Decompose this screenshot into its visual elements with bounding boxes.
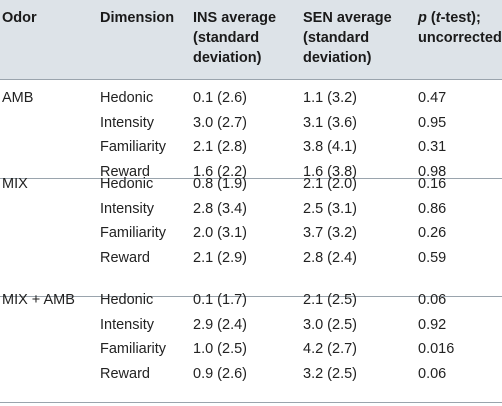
sen-average-cell: 2.1 (2.5)	[303, 292, 357, 308]
ins-average-cell: 0.9 (2.6)	[193, 365, 247, 382]
p-value-cell: 0.98	[418, 163, 447, 180]
header-p-value: p (t-test); uncorrected	[418, 10, 502, 46]
odor-label: MIX + AMB	[2, 292, 75, 308]
ins-average-cell: 1.0 (2.5)	[193, 341, 247, 357]
dimension-cell: Hedonic	[100, 292, 154, 308]
header-odor: Odor	[2, 10, 37, 26]
p-value-cell: 0.31	[418, 139, 447, 155]
sen-average-cell: 2.1 (2.0)	[303, 176, 357, 192]
ins-average-cell: 2.1 (2.8)	[193, 139, 247, 155]
dimension-cell: Reward	[100, 249, 150, 266]
sen-average-cell: 3.2 (2.5)	[303, 365, 357, 382]
sen-average-cell: 2.8 (2.4)	[303, 249, 357, 266]
ins-average-cell: 3.0 (2.7)	[193, 114, 247, 131]
sen-average-cell: 3.0 (2.5)	[303, 316, 357, 333]
ins-average-cell: 2.8 (3.4)	[193, 200, 247, 217]
p-value-cell: 0.26	[418, 225, 447, 241]
sen-average-cell: 3.8 (4.1)	[303, 139, 357, 155]
odor-label: MIX	[2, 176, 28, 192]
odor-label: AMB	[2, 90, 34, 106]
ins-average-cell: 1.6 (2.2)	[193, 163, 247, 180]
ins-average-cell: 0.8 (1.9)	[193, 176, 247, 192]
sen-average-cell: 3.7 (3.2)	[303, 225, 357, 241]
header-sen-average: SEN average (standard deviation)	[303, 10, 392, 66]
dimension-cell: Familiarity	[100, 225, 167, 241]
sen-average-cell: 2.5 (3.1)	[303, 200, 357, 217]
p-value-cell: 0.06	[418, 292, 447, 308]
sen-average-cell: 1.1 (3.2)	[303, 90, 357, 106]
header-dimension: Dimension	[100, 10, 175, 26]
dimension-cell: Reward	[100, 163, 150, 180]
sen-average-cell: 1.6 (3.8)	[303, 163, 357, 180]
dimension-cell: Hedonic	[100, 90, 154, 106]
dimension-cell: Intensity	[100, 200, 154, 217]
table-header: Odor Dimension INS average (standard dev…	[0, 0, 502, 79]
p-value-cell: 0.86	[418, 200, 447, 217]
p-value-cell: 0.06	[418, 365, 447, 382]
ins-average-cell: 0.1 (2.6)	[193, 90, 247, 106]
sen-average-cell: 4.2 (2.7)	[303, 341, 357, 357]
p-value-cell: 0.16	[418, 176, 447, 192]
header-rule	[0, 79, 502, 80]
ins-average-cell: 2.0 (3.1)	[193, 225, 247, 241]
p-value-cell: 0.47	[418, 90, 447, 106]
dimension-cell: Familiarity	[100, 341, 167, 357]
group-divider	[0, 178, 502, 179]
p-value-cell: 0.016	[418, 341, 455, 357]
dimension-cell: Intensity	[100, 114, 154, 131]
header-ins-average: INS average (standard deviation)	[193, 10, 277, 66]
dimension-cell: Familiarity	[100, 139, 167, 155]
ins-average-cell: 2.1 (2.9)	[193, 249, 247, 266]
ins-average-cell: 0.1 (1.7)	[193, 292, 247, 308]
p-value-cell: 0.92	[418, 316, 447, 333]
sen-average-cell: 3.1 (3.6)	[303, 114, 357, 131]
ins-average-cell: 2.9 (2.4)	[193, 316, 247, 333]
group-divider	[0, 402, 502, 403]
group-divider	[0, 296, 502, 297]
p-value-cell: 0.59	[418, 249, 447, 266]
dimension-cell: Intensity	[100, 316, 154, 333]
dimension-cell: Hedonic	[100, 176, 154, 192]
dimension-cell: Reward	[100, 365, 150, 382]
p-value-cell: 0.95	[418, 114, 447, 131]
